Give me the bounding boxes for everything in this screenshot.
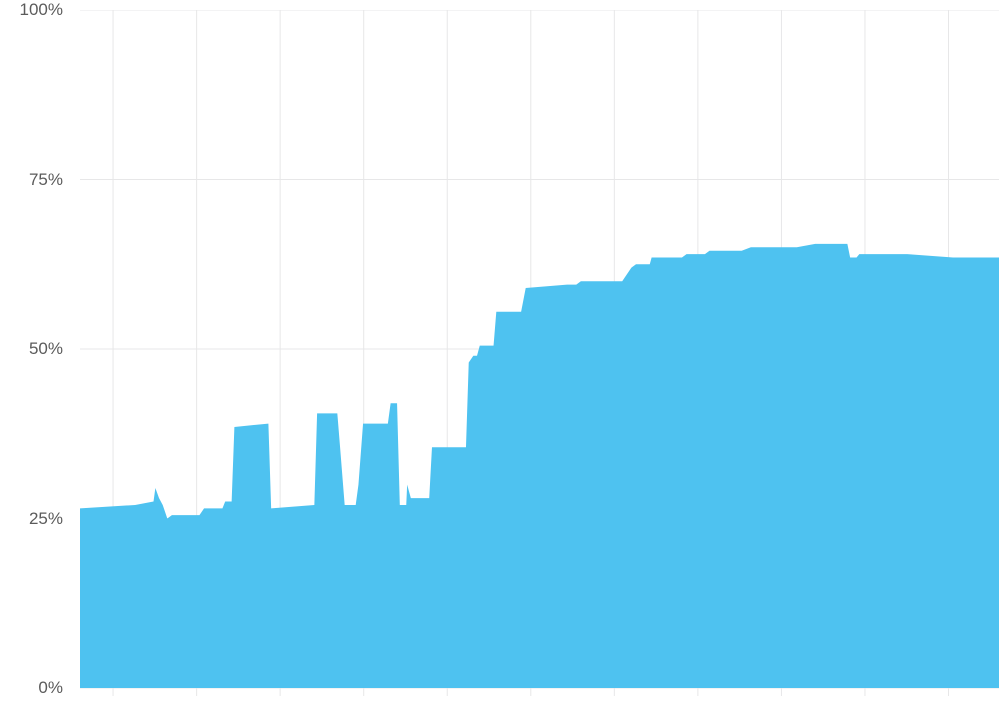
chart-svg bbox=[80, 10, 999, 702]
y-tick-label: 75% bbox=[29, 170, 63, 190]
area-chart: 0% 25% 50% 75% 100% bbox=[0, 0, 999, 712]
y-tick-label: 25% bbox=[29, 509, 63, 529]
y-tick-label: 100% bbox=[20, 0, 63, 20]
y-axis: 0% 25% 50% 75% 100% bbox=[0, 0, 75, 712]
y-tick-label: 0% bbox=[38, 678, 63, 698]
plot-area bbox=[80, 10, 999, 702]
y-tick-label: 50% bbox=[29, 339, 63, 359]
